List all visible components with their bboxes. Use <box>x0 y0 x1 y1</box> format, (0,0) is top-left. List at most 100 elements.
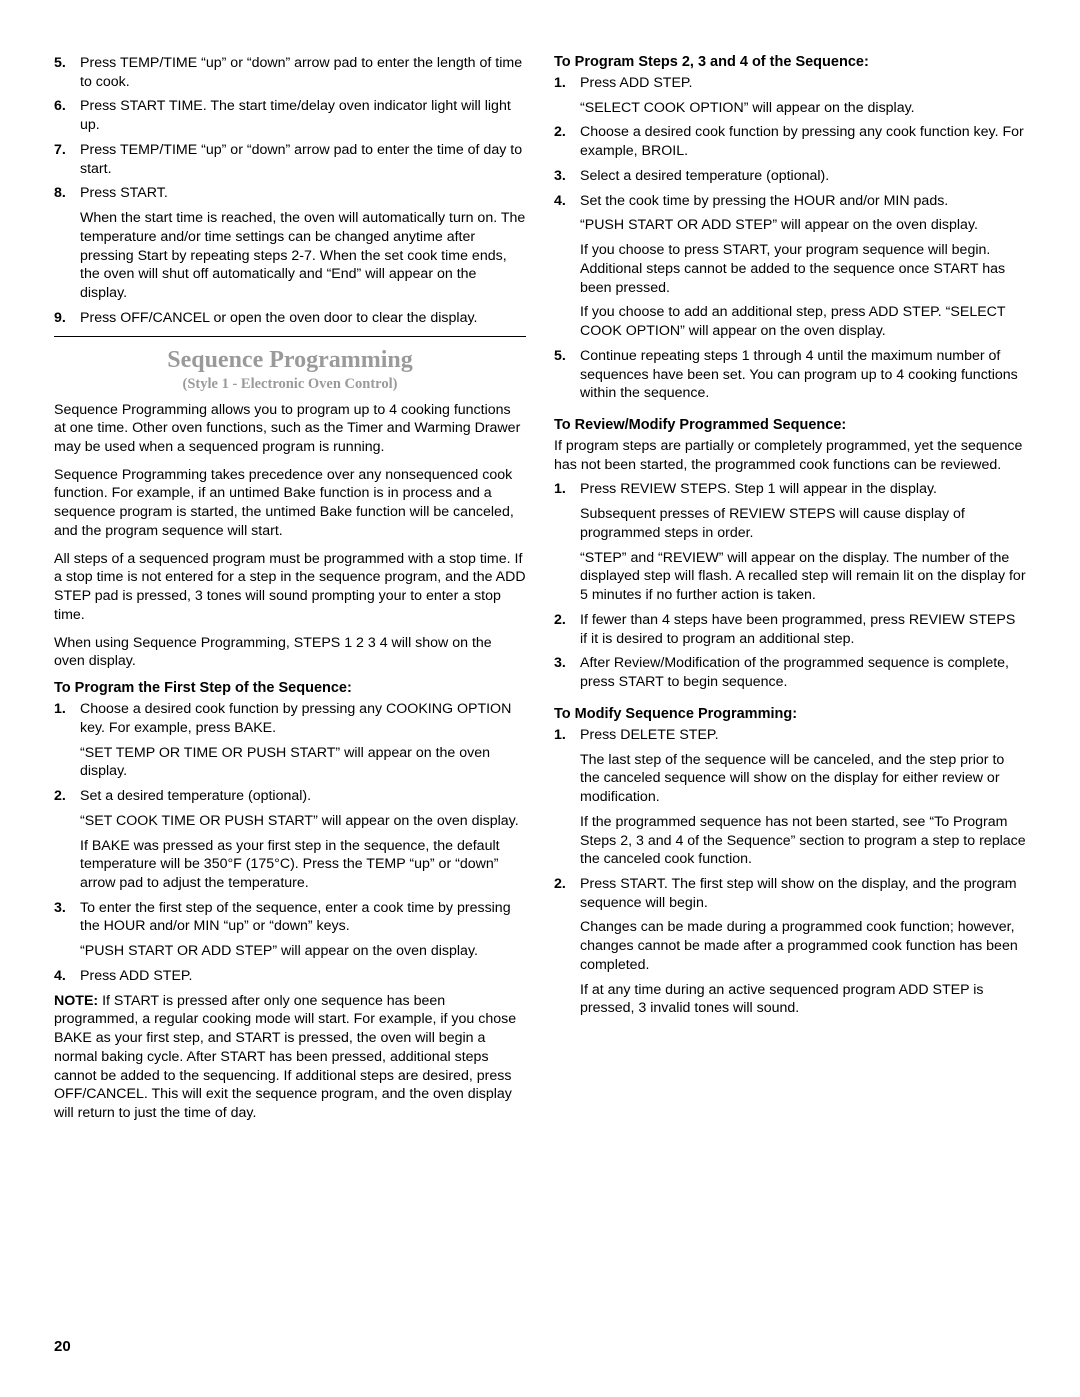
list-item: 1.Press DELETE STEP. The last step of the… <box>554 726 1026 869</box>
list-number: 2. <box>54 787 80 893</box>
list-number: 2. <box>554 611 580 648</box>
list-body: Set a desired temperature (optional). “SE… <box>80 787 526 893</box>
section-title: Sequence Programming <box>54 347 526 374</box>
list-item: 1.Press REVIEW STEPS. Step 1 will appear… <box>554 480 1026 604</box>
heading-review: To Review/Modify Programmed Sequence: <box>554 417 1026 433</box>
list-body: Press ADD STEP. <box>80 967 526 986</box>
list-body: Press TEMP/TIME “up” or “down” arrow pad… <box>80 54 526 91</box>
list-number: 1. <box>554 74 580 117</box>
list-item: 1.Press ADD STEP. “SELECT COOK OPTION” wi… <box>554 74 1026 117</box>
top-ordered-list: 5.Press TEMP/TIME “up” or “down” arrow p… <box>54 54 526 328</box>
list-number: 3. <box>554 654 580 691</box>
list-paragraph: Changes can be made during a programmed … <box>580 918 1026 974</box>
intro-paragraph: Sequence Programming allows you to progr… <box>54 401 526 457</box>
list-paragraph: Press TEMP/TIME “up” or “down” arrow pad… <box>80 54 526 91</box>
list-number: 7. <box>54 141 80 178</box>
list-item: 2.Press START. The first step will show … <box>554 875 1026 1018</box>
list-number: 4. <box>554 192 580 341</box>
list-number: 4. <box>54 967 80 986</box>
list-paragraph: Press TEMP/TIME “up” or “down” arrow pad… <box>80 141 526 178</box>
list-number: 9. <box>54 309 80 328</box>
list-body: Continue repeating steps 1 through 4 unt… <box>580 347 1026 403</box>
heading-steps-234: To Program Steps 2, 3 and 4 of the Seque… <box>554 54 1026 70</box>
list-body: Set the cook time by pressing the HOUR a… <box>580 192 1026 341</box>
list-body: To enter the first step of the sequence,… <box>80 899 526 961</box>
list-body: Press START TIME. The start time/delay o… <box>80 97 526 134</box>
list-paragraph: Continue repeating steps 1 through 4 unt… <box>580 347 1026 403</box>
list-paragraph: Subsequent presses of REVIEW STEPS will … <box>580 505 1026 542</box>
list-body: After Review/Modification of the program… <box>580 654 1026 691</box>
list-paragraph: Press REVIEW STEPS. Step 1 will appear i… <box>580 480 1026 499</box>
list-paragraph: If you choose to add an additional step,… <box>580 303 1026 340</box>
list-item: 3.To enter the first step of the sequenc… <box>54 899 526 961</box>
section-divider <box>54 336 526 337</box>
page-number: 20 <box>54 1338 71 1355</box>
list-paragraph: Press ADD STEP. <box>580 74 1026 93</box>
list-paragraph: After Review/Modification of the program… <box>580 654 1026 691</box>
review-list: 1.Press REVIEW STEPS. Step 1 will appear… <box>554 480 1026 691</box>
list-item: 4.Press ADD STEP. <box>54 967 526 986</box>
list-number: 3. <box>54 899 80 961</box>
list-item: 9.Press OFF/CANCEL or open the oven door… <box>54 309 526 328</box>
list-paragraph: “SET COOK TIME OR PUSH START” will appea… <box>80 812 526 831</box>
list-paragraph: “STEP” and “REVIEW” will appear on the d… <box>580 549 1026 605</box>
modify-list: 1.Press DELETE STEP. The last step of the… <box>554 726 1026 1018</box>
list-number: 5. <box>554 347 580 403</box>
list-number: 1. <box>54 700 80 781</box>
list-paragraph: “SELECT COOK OPTION” will appear on the … <box>580 99 1026 118</box>
list-number: 6. <box>54 97 80 134</box>
list-paragraph: If fewer than 4 steps have been programm… <box>580 611 1026 648</box>
heading-modify: To Modify Sequence Programming: <box>554 706 1026 722</box>
list-item: 2.Choose a desired cook function by pres… <box>554 123 1026 160</box>
page-content: 5.Press TEMP/TIME “up” or “down” arrow p… <box>0 0 1080 1163</box>
list-paragraph: If at any time during an active sequence… <box>580 981 1026 1018</box>
list-paragraph: Press START. <box>80 184 526 203</box>
list-number: 1. <box>554 480 580 604</box>
list-item: 7.Press TEMP/TIME “up” or “down” arrow p… <box>54 141 526 178</box>
list-paragraph: When the start time is reached, the oven… <box>80 209 526 303</box>
note-text: If START is pressed after only one seque… <box>54 993 516 1121</box>
list-body: Press REVIEW STEPS. Step 1 will appear i… <box>580 480 1026 604</box>
list-body: Press START. When the start time is reach… <box>80 184 526 302</box>
list-paragraph: Press START. The first step will show on… <box>580 875 1026 912</box>
list-body: Press TEMP/TIME “up” or “down” arrow pad… <box>80 141 526 178</box>
intro-paragraph: All steps of a sequenced program must be… <box>54 550 526 625</box>
list-number: 5. <box>54 54 80 91</box>
heading-first-step: To Program the First Step of the Sequenc… <box>54 680 526 696</box>
list-paragraph: Choose a desired cook function by pressi… <box>580 123 1026 160</box>
list-paragraph: “SET TEMP OR TIME OR PUSH START” will ap… <box>80 744 526 781</box>
left-column: 5.Press TEMP/TIME “up” or “down” arrow p… <box>54 54 526 1123</box>
note-paragraph: NOTE: If START is pressed after only one… <box>54 992 526 1123</box>
list-body: Choose a desired cook function by pressi… <box>80 700 526 781</box>
review-intro: If program steps are partially or comple… <box>554 437 1026 474</box>
list-item: 2.Set a desired temperature (optional). “… <box>54 787 526 893</box>
list-item: 5.Press TEMP/TIME “up” or “down” arrow p… <box>54 54 526 91</box>
list-paragraph: Press START TIME. The start time/delay o… <box>80 97 526 134</box>
list-number: 1. <box>554 726 580 869</box>
list-paragraph: If BAKE was pressed as your first step i… <box>80 837 526 893</box>
list-number: 3. <box>554 167 580 186</box>
intro-paragraphs: Sequence Programming allows you to progr… <box>54 401 526 672</box>
list-number: 2. <box>554 123 580 160</box>
list-paragraph: Choose a desired cook function by pressi… <box>80 700 526 737</box>
list-body: Press ADD STEP. “SELECT COOK OPTION” will… <box>580 74 1026 117</box>
list-paragraph: Set a desired temperature (optional). <box>80 787 526 806</box>
right-column: To Program Steps 2, 3 and 4 of the Seque… <box>554 54 1026 1123</box>
list-body: Select a desired temperature (optional). <box>580 167 1026 186</box>
list-paragraph: If you choose to press START, your progr… <box>580 241 1026 297</box>
list-body: Press OFF/CANCEL or open the oven door t… <box>80 309 526 328</box>
section-subtitle: (Style 1 - Electronic Oven Control) <box>54 376 526 393</box>
list-paragraph: The last step of the sequence will be ca… <box>580 751 1026 807</box>
list-body: Press START. The first step will show on… <box>580 875 1026 1018</box>
list-item: 3.Select a desired temperature (optional… <box>554 167 1026 186</box>
list-body: If fewer than 4 steps have been programm… <box>580 611 1026 648</box>
list-paragraph: Press DELETE STEP. <box>580 726 1026 745</box>
list-body: Choose a desired cook function by pressi… <box>580 123 1026 160</box>
list-item: 5.Continue repeating steps 1 through 4 u… <box>554 347 1026 403</box>
list-paragraph: “PUSH START OR ADD STEP” will appear on … <box>580 216 1026 235</box>
list-paragraph: Set the cook time by pressing the HOUR a… <box>580 192 1026 211</box>
list-number: 8. <box>54 184 80 302</box>
list-paragraph: To enter the first step of the sequence,… <box>80 899 526 936</box>
list-paragraph: Select a desired temperature (optional). <box>580 167 1026 186</box>
list-item: 1.Choose a desired cook function by pres… <box>54 700 526 781</box>
